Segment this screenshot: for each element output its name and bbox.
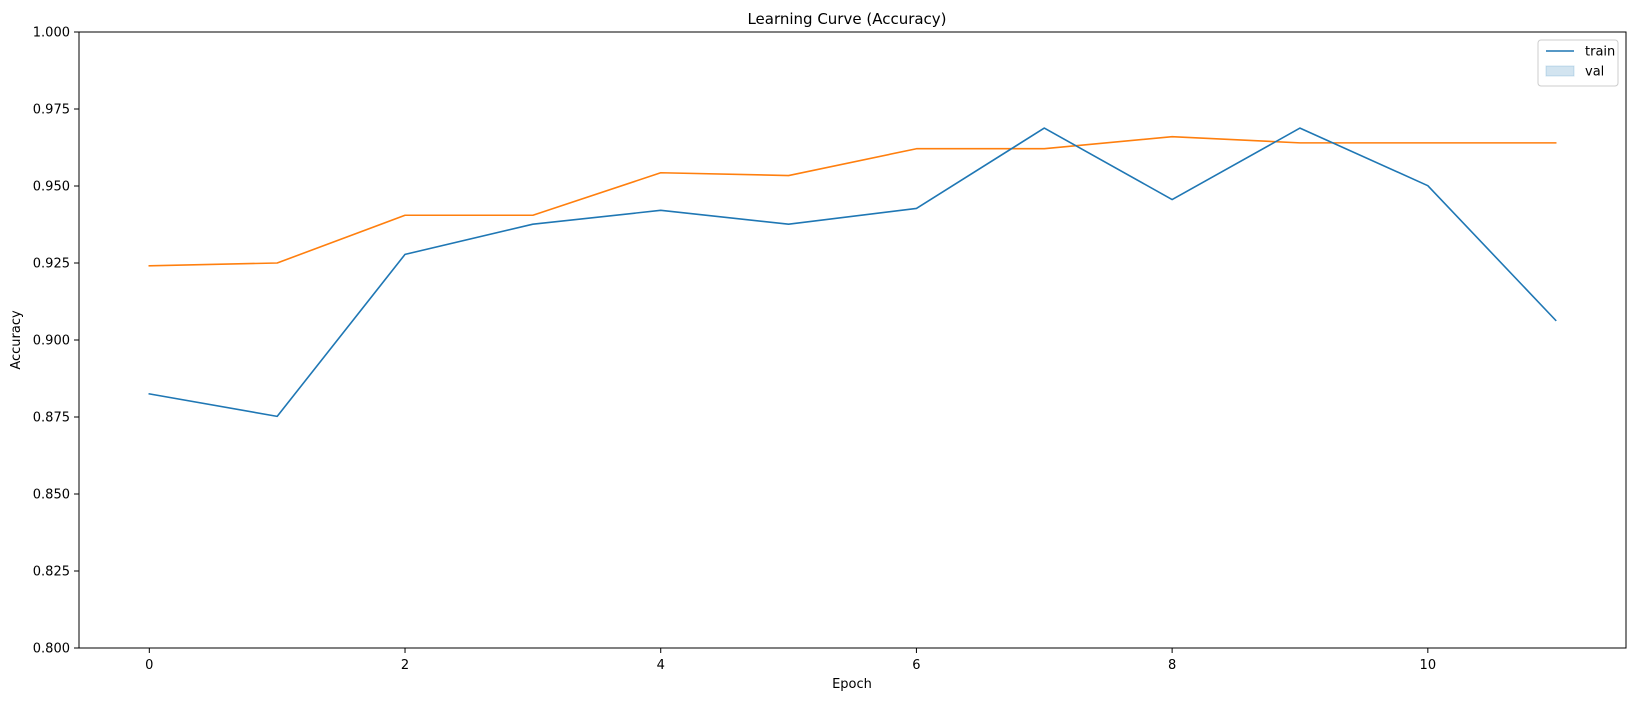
y-tick-label: 0.975 bbox=[33, 103, 70, 118]
series-line-train bbox=[148, 127, 1557, 418]
y-axis-ticks: 0.800 0.825 0.850 0.875 0.900 0.925 0.950 0.975… bbox=[33, 26, 79, 657]
y-tick-label: 1.000 bbox=[33, 26, 70, 41]
x-tick-label: 10 bbox=[1420, 658, 1437, 673]
legend-label-train: train bbox=[1585, 45, 1615, 60]
x-axis-ticks: 0 2 4 6 8 10 bbox=[145, 648, 1436, 673]
y-tick-label: 0.950 bbox=[33, 180, 70, 195]
plot-lines-group bbox=[148, 127, 1557, 418]
series-line-orange bbox=[148, 135, 1557, 267]
legend-swatch-val bbox=[1545, 65, 1575, 77]
x-tick-label: 6 bbox=[912, 658, 920, 673]
x-tick-label: 2 bbox=[401, 658, 409, 673]
x-tick-label: 0 bbox=[145, 658, 153, 673]
x-tick-label: 4 bbox=[657, 658, 665, 673]
y-tick-label: 0.900 bbox=[33, 334, 70, 349]
legend-label-val: val bbox=[1585, 65, 1604, 80]
y-tick-label: 0.850 bbox=[33, 488, 70, 503]
chart-title: Learning Curve (Accuracy) bbox=[747, 10, 946, 28]
legend: train val bbox=[1537, 39, 1619, 87]
y-tick-label: 0.825 bbox=[33, 565, 70, 580]
y-tick-label: 0.800 bbox=[33, 642, 70, 657]
y-tick-label: 0.925 bbox=[33, 257, 70, 272]
y-axis-title: Accuracy bbox=[9, 310, 24, 370]
x-tick-label: 8 bbox=[1168, 658, 1176, 673]
x-axis-title: Epoch bbox=[832, 677, 872, 692]
y-tick-label: 0.875 bbox=[33, 411, 70, 426]
